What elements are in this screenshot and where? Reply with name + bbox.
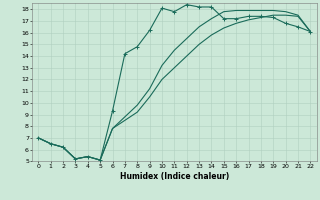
X-axis label: Humidex (Indice chaleur): Humidex (Indice chaleur) xyxy=(120,172,229,181)
